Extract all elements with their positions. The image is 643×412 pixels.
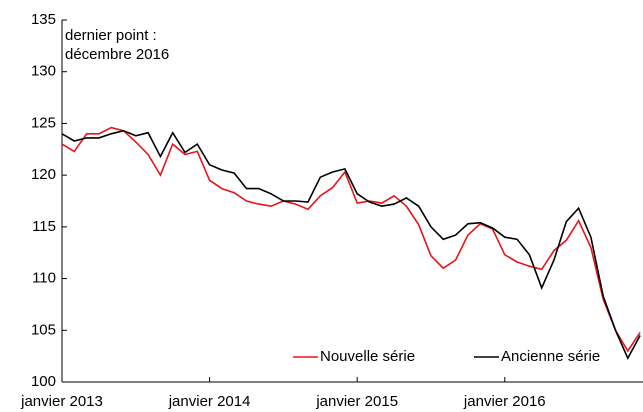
y-tick-label: 125 bbox=[31, 114, 56, 131]
y-tick-label: 135 bbox=[31, 11, 56, 28]
annotation: décembre 2016 bbox=[65, 46, 169, 63]
series-line bbox=[61, 126, 641, 353]
series-line bbox=[61, 129, 641, 361]
legend-label: Ancienne série bbox=[501, 348, 600, 365]
x-tick-label: janvier 2016 bbox=[463, 393, 546, 410]
annotation: dernier point : bbox=[65, 27, 157, 44]
y-tick-label: 110 bbox=[32, 270, 56, 287]
x-tick-label: janvier 2013 bbox=[20, 393, 103, 410]
x-tick-label: janvier 2014 bbox=[168, 393, 251, 410]
y-tick-label: 100 bbox=[31, 373, 56, 390]
y-tick-label: 120 bbox=[31, 166, 56, 183]
y-tick-label: 130 bbox=[31, 63, 56, 80]
legend-label: Nouvelle série bbox=[320, 348, 415, 365]
y-tick-label: 115 bbox=[32, 218, 56, 235]
y-tick-label: 105 bbox=[31, 321, 56, 338]
x-tick-label: janvier 2015 bbox=[315, 393, 398, 410]
